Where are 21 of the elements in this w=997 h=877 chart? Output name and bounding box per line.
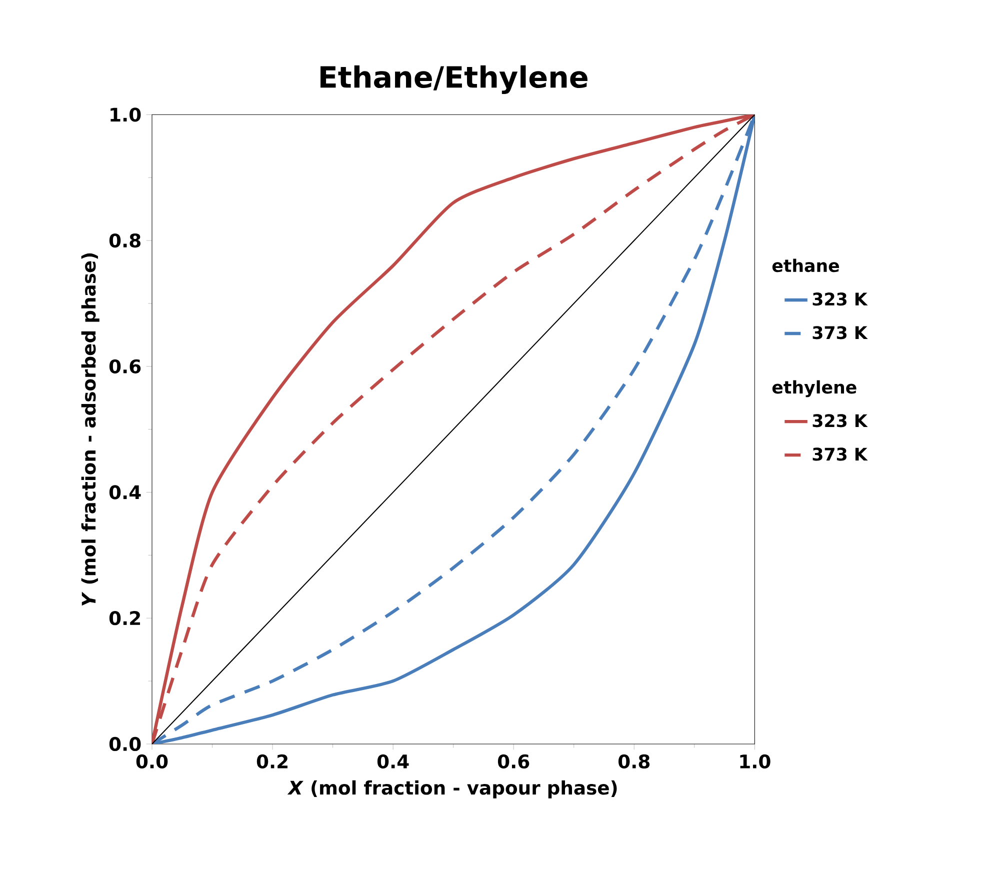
y-tick-label: 0.6	[109, 359, 141, 374]
y-tick-label: 0.4	[109, 485, 141, 500]
x-tick-label: 0.0	[136, 754, 168, 769]
legend-label: 323 K	[812, 292, 868, 306]
legend-label: 373 K	[812, 448, 868, 461]
x-tick-label: 0.6	[498, 754, 530, 769]
x-axis-title: X (mol fraction - vapour phase)	[287, 780, 617, 798]
x-tick-label: 0.2	[256, 754, 288, 769]
text: ethylene	[772, 380, 856, 398]
y-axis-title: Y (mol fraction - adsorbed phase)	[81, 253, 100, 606]
legend-label: 323 K	[812, 414, 868, 428]
y-tick-label: 0.8	[109, 233, 140, 248]
x-tick-label: 0.4	[377, 754, 409, 769]
y-tick-label: 1.0	[110, 108, 141, 122]
x-tick-label: 0.8	[618, 754, 650, 769]
x-tick-label: 1.0	[740, 754, 770, 769]
y-tick-label: 0.2	[109, 611, 140, 626]
chart-title: Ethane/Ethylene	[320, 65, 588, 94]
legend-label: 373 K	[812, 326, 868, 340]
y-tick-label: 0.0	[109, 736, 141, 752]
text: ethane	[772, 258, 839, 272]
